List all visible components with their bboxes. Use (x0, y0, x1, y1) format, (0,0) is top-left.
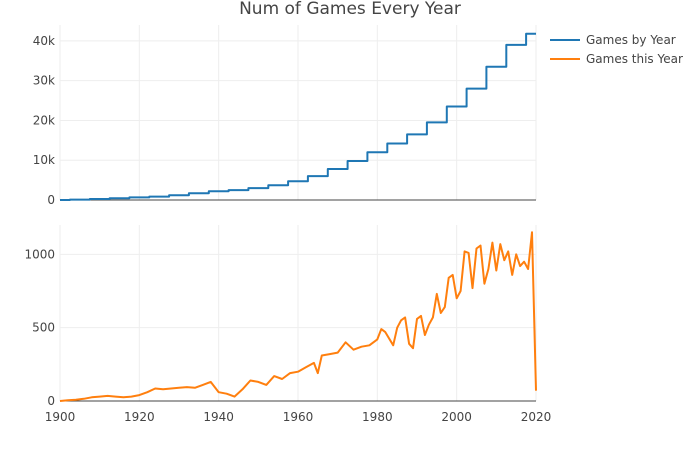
legend-item-games-by-year[interactable]: Games by Year (550, 33, 676, 47)
x-tick-label-3: 1960 (283, 410, 314, 424)
y-tick-label-bottom-2: 1000 (24, 247, 55, 261)
y-tick-label-top-1: 10k (33, 153, 55, 167)
y-tick-label-bottom-1: 500 (32, 321, 55, 335)
legend-label-games-by-year: Games by Year (586, 33, 676, 47)
x-tick-label-4: 1980 (362, 410, 393, 424)
legend[interactable]: Games by Year Games this Year (550, 33, 683, 66)
y-tick-label-top-3: 30k (33, 74, 55, 88)
y-tick-label-bottom-0: 0 (47, 394, 55, 408)
axis-layer: 0 10k 20k 30k 40k 0 500 1000 1900 1920 1940 1960 198… (24, 34, 551, 424)
x-tick-label-1: 1920 (124, 410, 155, 424)
x-tick-label-2: 1940 (203, 410, 234, 424)
legend-item-games-this-year[interactable]: Games this Year (550, 52, 683, 66)
y-tick-label-top-0: 0 (47, 193, 55, 207)
series-line-games-by-year[interactable] (60, 32, 536, 201)
x-tick-label-6: 2020 (521, 410, 552, 424)
y-tick-label-top-4: 40k (33, 34, 55, 48)
legend-label-games-this-year: Games this Year (586, 52, 683, 66)
x-tick-label-0: 1900 (45, 410, 76, 424)
grid-layer (59, 25, 537, 402)
x-tick-label-5: 2000 (441, 410, 472, 424)
chart-title: Num of Games Every Year (239, 0, 461, 19)
series-layer (59, 32, 537, 402)
y-tick-label-top-2: 20k (33, 113, 55, 127)
series-line-games-this-year[interactable] (59, 231, 537, 402)
